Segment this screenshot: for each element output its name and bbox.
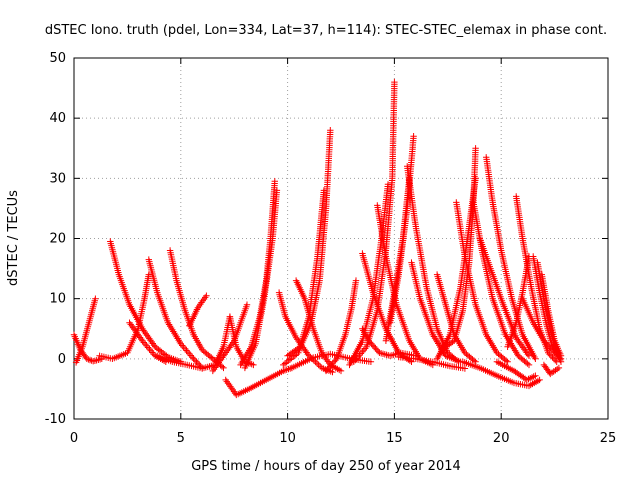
y-tick-label: -10 — [45, 412, 66, 427]
data-arc — [476, 235, 533, 359]
data-arc — [346, 181, 392, 369]
x-tick-label: 15 — [386, 431, 403, 446]
data-arc — [222, 364, 296, 399]
data-point-markers — [322, 277, 360, 375]
data-point-markers — [438, 145, 479, 353]
data-point-markers — [453, 199, 511, 365]
data-arc — [438, 145, 479, 353]
data-points — [70, 78, 565, 399]
data-point-markers — [107, 238, 184, 365]
data-point-markers — [459, 358, 543, 390]
x-tick-label: 10 — [279, 431, 296, 446]
data-point-markers — [72, 295, 99, 366]
data-arc — [374, 202, 436, 369]
chart-title: dSTEC Iono. truth (pdel, Lon=334, Lat=37… — [45, 23, 607, 38]
y-tick-label: 10 — [49, 292, 66, 307]
data-point-markers — [382, 175, 413, 344]
data-point-markers — [374, 202, 436, 369]
data-point-markers — [186, 292, 210, 329]
data-arc — [72, 295, 99, 366]
x-tick-label: 0 — [70, 431, 78, 446]
data-point-markers — [222, 364, 296, 399]
y-tick-label: 40 — [49, 111, 66, 126]
y-tick-label: 50 — [49, 51, 66, 66]
data-arc — [538, 271, 565, 359]
data-point-markers — [476, 235, 533, 359]
data-arc — [107, 238, 184, 365]
data-point-markers — [538, 271, 565, 359]
data-point-markers — [346, 181, 392, 369]
x-tick-label: 5 — [177, 431, 185, 446]
data-arc — [493, 358, 539, 384]
data-arc — [241, 187, 281, 372]
data-point-markers — [395, 353, 469, 372]
data-arc — [382, 175, 413, 344]
data-arc — [459, 358, 543, 390]
y-tick-label: 30 — [49, 171, 66, 186]
data-point-markers — [145, 256, 206, 372]
data-arc — [395, 353, 469, 372]
data-point-markers — [540, 361, 563, 378]
x-axis-label: GPS time / hours of day 250 of year 2014 — [191, 459, 461, 474]
data-arc — [540, 361, 563, 378]
y-tick-label: 20 — [49, 232, 66, 247]
data-point-markers — [493, 358, 539, 384]
x-tick-label: 25 — [600, 431, 617, 446]
data-point-markers — [209, 301, 251, 375]
data-point-markers — [241, 187, 281, 372]
data-arc — [322, 277, 360, 375]
data-point-markers — [280, 187, 328, 369]
y-axis-label: dSTEC / TECUs — [6, 190, 21, 286]
y-tick-label: 0 — [58, 352, 66, 367]
data-arc — [453, 199, 511, 365]
x-tick-label: 20 — [493, 431, 510, 446]
data-arc — [186, 292, 210, 329]
data-arc — [280, 187, 328, 369]
data-arc — [145, 256, 206, 372]
data-arc — [209, 301, 251, 375]
